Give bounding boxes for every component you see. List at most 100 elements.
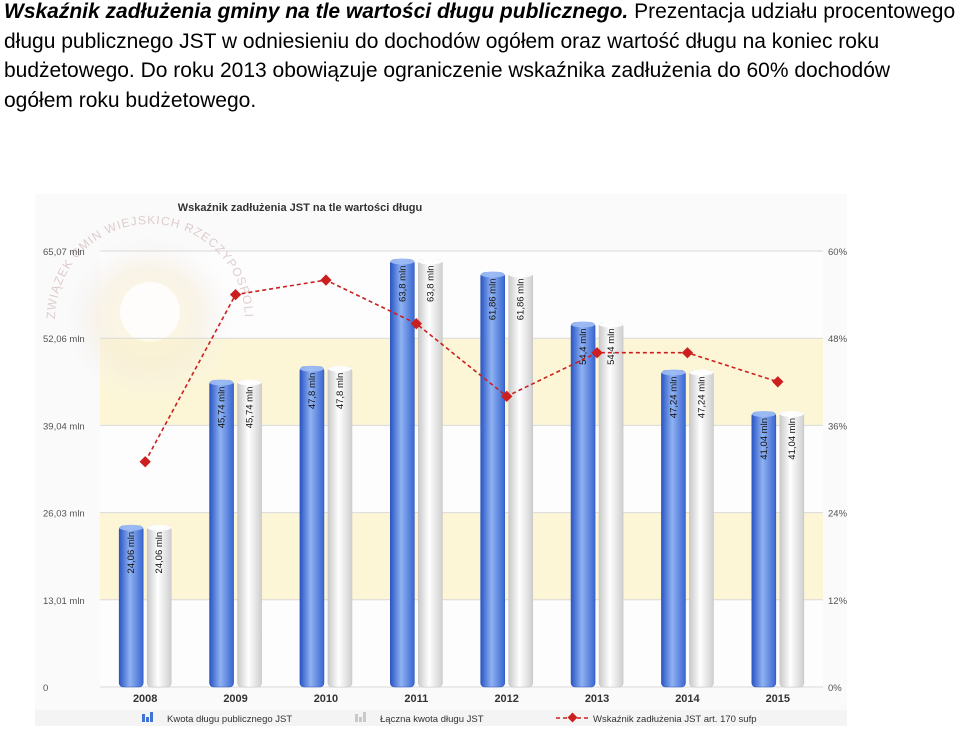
bar-value-label: 24,06 mln	[126, 532, 137, 574]
bar-cap	[119, 524, 144, 531]
left-axis-ticks: 0 13,01 mln 26,03 mln 39,04 mln 52,06 mln 65,…	[43, 247, 85, 694]
bar-cap	[209, 379, 234, 386]
bar-value-label: 54,4 mln	[606, 328, 617, 364]
plot-band	[100, 425, 823, 513]
right-axis-ticks: 0% 12% 24% 36% 48% 60%	[828, 247, 847, 694]
ratio-point	[591, 347, 603, 359]
bar-cap	[508, 271, 533, 278]
left-axis-tick-label: 52,06 mln	[43, 334, 85, 345]
ratio-point	[681, 347, 694, 359]
left-axis-tick-label: 65,07 mln	[43, 247, 85, 258]
legend-icon-bar	[150, 712, 153, 722]
description-paragraph: Wskaźnik zadłużenia gminy na tle wartośc…	[4, 0, 959, 115]
total-debt-bar	[327, 365, 353, 688]
right-axis-tick-label: 0%	[828, 683, 842, 694]
x-axis-tick-label: 2015	[766, 693, 790, 705]
total-debt-bar	[508, 271, 533, 688]
right-axis-tick-label: 24%	[828, 509, 847, 520]
total-debt-bar	[598, 321, 624, 688]
x-axis-tick-label: 2010	[314, 693, 338, 705]
plot-band	[100, 599, 823, 687]
bar-value-label: 47,24 mln	[696, 376, 707, 418]
debt-bar	[118, 524, 144, 688]
line-marker-icon	[556, 712, 590, 723]
total-debt-bar	[237, 379, 262, 688]
bar-value-label: 24,06 mln	[154, 532, 165, 574]
bar-value-label: 41,04 mln	[759, 418, 770, 460]
legend-icon-bar	[359, 717, 362, 722]
bar-cap	[327, 365, 352, 372]
legend-label: Łączna kwota długu JST	[380, 714, 484, 725]
bar-value-label: 63,8 mln	[397, 266, 408, 302]
bar-value-label: 47,24 mln	[668, 376, 679, 418]
debt-bar	[661, 369, 686, 688]
right-axis-tick-label: 48%	[828, 334, 847, 345]
left-axis-tick-label: 26,03 mln	[43, 509, 85, 520]
chart-title: Wskaźnik zadłużenia JST na tle wartości …	[178, 202, 423, 214]
bar-shape	[570, 322, 596, 688]
bar-value-label: 63,8 mln	[425, 266, 436, 302]
bar-value-label: 47,8 mln	[335, 373, 346, 409]
legend-label: Wskaźnik zadłużenia JST art. 170 sufp	[593, 714, 757, 725]
total-debt-bar	[779, 411, 805, 688]
debt-bar	[390, 258, 415, 688]
bar-value-label: 54,4 mln	[578, 328, 589, 364]
bar-cap	[390, 258, 415, 265]
bar-shape	[508, 272, 533, 688]
left-axis-tick-label: 13,01 mln	[43, 596, 85, 607]
total-debt-bar	[146, 524, 172, 688]
bar-chart-blue-icon	[142, 712, 153, 722]
debt-chart: ZWIĄZEK GMIN WIEJSKICH RZECZYPOSPOLITEJ …	[35, 194, 847, 726]
x-axis-tick-label: 2012	[494, 693, 518, 705]
bar-shape	[480, 272, 505, 688]
x-axis-ticks: 2008 2009 2010 2011 2012 2013 2014 2015	[133, 693, 790, 705]
bar-cap	[661, 369, 686, 376]
bar-value-label: 45,74 mln	[245, 387, 256, 429]
description-body: Prezentacja udziału procentowego długu p…	[4, 0, 956, 112]
bar-shape	[598, 322, 624, 688]
legend-icon-marker	[567, 712, 578, 723]
debt-bar	[299, 365, 325, 688]
left-axis-tick-label: 0	[43, 683, 48, 694]
bar-cap	[599, 321, 624, 328]
ratio-line-path	[144, 279, 779, 463]
bar-shape	[327, 366, 353, 688]
debt-bar	[751, 411, 777, 688]
bar-chart-gray-icon	[355, 712, 366, 722]
bar-cap	[299, 365, 324, 372]
ratio-point	[320, 274, 332, 286]
description-lead: Wskaźnik zadłużenia gminy na tle wartośc…	[4, 0, 629, 23]
x-axis-tick-label: 2011	[404, 693, 428, 705]
legend-icon-bar	[142, 714, 145, 722]
debt-bar	[570, 321, 596, 688]
legend-label: Kwota długu publicznego JST	[167, 714, 292, 725]
bar-cap	[237, 379, 262, 386]
left-axis-tick-label: 39,04 mln	[43, 421, 85, 432]
right-axis-tick-label: 12%	[828, 596, 847, 607]
bar-cap	[571, 321, 596, 328]
x-axis-tick-label: 2013	[585, 693, 609, 705]
bar-cap	[147, 524, 172, 531]
x-axis-tick-label: 2009	[223, 693, 247, 705]
bars	[118, 258, 805, 688]
bar-value-label: 45,74 mln	[217, 387, 228, 429]
bar-shape	[299, 366, 325, 688]
legend-icon-bar	[355, 714, 358, 722]
bar-value-label: 47,8 mln	[307, 373, 318, 409]
bar-value-label: 61,86 mln	[516, 279, 527, 321]
chart-frame: ZWIĄZEK GMIN WIEJSKICH RZECZYPOSPOLITEJ …	[35, 194, 847, 726]
debt-bar	[209, 379, 234, 688]
bar-cap	[418, 258, 443, 265]
bar-value-label: 61,86 mln	[488, 279, 499, 321]
total-debt-bar	[689, 369, 714, 688]
total-debt-bar	[418, 258, 443, 688]
bar-cap	[779, 411, 804, 418]
right-axis-tick-label: 36%	[828, 421, 847, 432]
bar-cap	[751, 411, 776, 418]
legend-icon-bar	[146, 717, 149, 722]
legend: Kwota długu publicznego JST Łączna kwota …	[35, 710, 847, 726]
bar-value-label: 41,04 mln	[787, 418, 798, 460]
ratio-point	[772, 376, 784, 388]
bar-labels: 24,06 mln 45,74 mln 47,8 mln 63,8 mln 61,86 …	[126, 266, 798, 574]
legend-background	[35, 710, 847, 726]
